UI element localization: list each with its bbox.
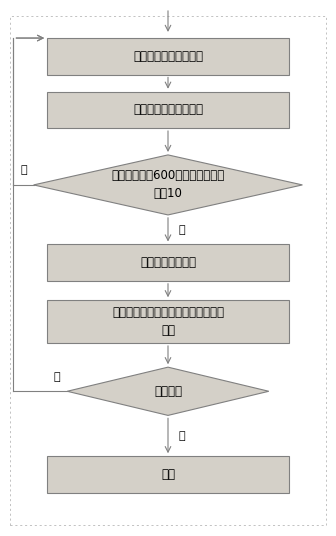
FancyBboxPatch shape: [47, 38, 289, 75]
Text: 对热成像图像和视频图像进行进一步
分析: 对热成像图像和视频图像进行进一步 分析: [112, 306, 224, 337]
FancyBboxPatch shape: [47, 244, 289, 281]
Text: 报警: 报警: [161, 468, 175, 481]
Text: 发现火警: 发现火警: [154, 385, 182, 398]
FancyBboxPatch shape: [47, 92, 289, 128]
Polygon shape: [67, 367, 269, 415]
Text: 否: 否: [54, 371, 60, 382]
Text: 云台进入低速巡检模式: 云台进入低速巡检模式: [133, 50, 203, 63]
Text: 否: 否: [20, 165, 27, 175]
Polygon shape: [34, 155, 302, 215]
FancyBboxPatch shape: [47, 300, 289, 343]
Text: 云台退出巡检模式: 云台退出巡检模式: [140, 256, 196, 269]
FancyBboxPatch shape: [47, 456, 289, 493]
Text: 采集热成像摄像头图像: 采集热成像摄像头图像: [133, 103, 203, 116]
Text: 是: 是: [178, 225, 185, 235]
Text: 是: 是: [178, 431, 185, 441]
Text: 测定温度大于600的像素连通面积
大于10: 测定温度大于600的像素连通面积 大于10: [111, 169, 225, 200]
